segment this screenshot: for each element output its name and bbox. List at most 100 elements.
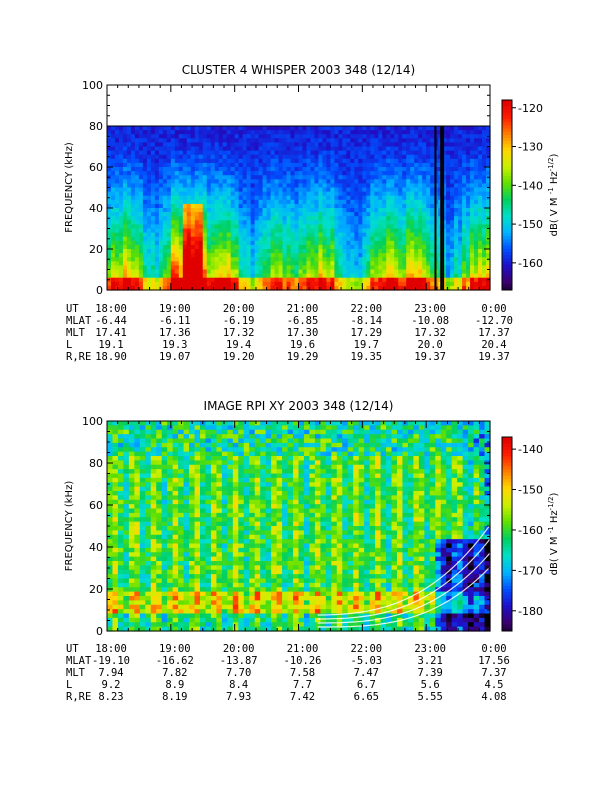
spectrogram-cell — [126, 269, 132, 275]
spectrogram-cell — [246, 253, 252, 258]
spectrogram-cell — [178, 171, 184, 176]
spectrogram-cell — [178, 281, 184, 287]
spectrogram-cell — [338, 191, 343, 197]
spectrogram-cell — [242, 199, 248, 205]
spectrogram-cell — [194, 565, 201, 571]
spectrogram-cell — [194, 162, 200, 168]
spectrogram-cell — [426, 257, 431, 262]
spectrogram-cell — [454, 261, 459, 266]
spectrogram-cell — [123, 447, 130, 453]
spectrogram-cell — [218, 257, 224, 262]
spectrogram-cell — [166, 195, 172, 201]
spectrogram-cell — [266, 216, 272, 221]
spectrogram-cell — [190, 257, 196, 262]
spectrogram-cell — [162, 285, 168, 291]
spectrogram-cell — [150, 486, 157, 492]
spectrogram-cell — [161, 530, 168, 536]
spectrogram-cell — [390, 162, 395, 168]
spectrogram-cell — [382, 277, 387, 283]
spectrogram-cell — [314, 224, 320, 230]
spectrogram-cell — [398, 220, 403, 225]
spectrogram-cell — [314, 240, 320, 246]
spectrogram-cell — [146, 273, 152, 279]
spectrogram-cell — [482, 212, 487, 217]
spectrogram-cell — [242, 138, 248, 143]
spectrogram-cell — [250, 195, 256, 201]
spectrogram-cell — [474, 285, 479, 291]
spectrogram-cell — [446, 208, 451, 213]
spectrogram-cell — [274, 154, 280, 160]
spectrogram-cell — [186, 126, 192, 131]
spectrogram-cell — [482, 150, 487, 156]
spectrogram-cell — [110, 281, 116, 287]
spectrogram-cell — [470, 273, 475, 279]
spectrogram-cell — [178, 517, 185, 523]
spectrogram-cell — [302, 273, 308, 279]
spectrogram-cell — [167, 626, 174, 632]
spectrogram-cell — [450, 175, 455, 180]
spectrogram-cell — [410, 224, 415, 230]
spectrogram-cell — [117, 626, 125, 632]
spectrogram-cell — [370, 187, 375, 193]
spectrogram-cell — [122, 175, 128, 180]
spectrogram-cell — [478, 220, 483, 225]
spectrogram-cell — [410, 187, 415, 193]
spectrogram-cell — [306, 216, 312, 221]
spectrogram-cell — [218, 187, 224, 193]
spectrogram-cell — [178, 486, 185, 492]
ephemeris-table: UT 18:00 19:00 20:00 21:00 22:00 23:00 0:00MLAT… — [66, 303, 513, 363]
spectrogram-cell — [107, 486, 114, 492]
spectrogram-cell — [142, 249, 148, 254]
spectrogram-cell — [414, 150, 419, 156]
spectrogram-cell — [161, 534, 168, 540]
spectrogram-cell — [286, 261, 292, 266]
spectrogram-cell — [107, 622, 114, 628]
spectrogram-cell — [354, 261, 359, 266]
spectrogram-cell — [178, 543, 185, 549]
spectrogram-cell — [342, 183, 347, 189]
spectrogram-cell — [214, 216, 220, 221]
spectrogram-cell — [146, 150, 152, 156]
spectrogram-cell — [250, 285, 256, 291]
spectrogram-cell — [194, 504, 201, 510]
spectrogram-cell — [222, 138, 228, 143]
spectrogram-cell — [274, 244, 280, 250]
spectrogram-cell — [294, 126, 300, 131]
spectrogram-cell — [123, 622, 130, 628]
spectrogram-cell — [117, 477, 125, 483]
spectrogram-cell — [422, 134, 427, 139]
spectrogram-cell — [162, 171, 168, 176]
spectrogram-cell — [150, 130, 156, 135]
spectrogram-cell — [161, 609, 168, 615]
spectrogram-cell — [426, 224, 431, 230]
spectrogram-cell — [214, 265, 220, 271]
spectrogram-cell — [118, 183, 124, 189]
spectrogram-cell — [410, 183, 415, 189]
spectrogram-cell — [398, 265, 403, 271]
spectrogram-cell — [254, 216, 260, 221]
spectrogram-cell — [238, 257, 244, 262]
spectrogram-cell — [130, 171, 136, 176]
spectrogram-cell — [110, 191, 116, 197]
spectrogram-cell — [278, 253, 284, 258]
spectrogram-cell — [145, 569, 152, 575]
spectrogram-cell — [458, 150, 463, 156]
spectrogram-cell — [406, 138, 411, 143]
spectrogram-cell — [202, 126, 208, 131]
spectrogram-cell — [386, 142, 391, 148]
colorbar-segment — [502, 264, 512, 269]
spectrogram-cell — [206, 203, 212, 209]
spectrogram-cell — [354, 126, 359, 131]
spectrogram-cell — [474, 261, 479, 266]
spectrogram-cell — [234, 150, 240, 156]
spectrogram-cell — [294, 187, 300, 193]
spectrogram-cell — [161, 421, 168, 426]
spectrogram-cell — [410, 191, 415, 197]
spectrogram-cell — [146, 183, 152, 189]
spectrogram-cell — [161, 464, 168, 470]
spectrogram-cell — [206, 228, 212, 234]
spectrogram-cell — [406, 212, 411, 217]
spectrogram-cell — [202, 253, 208, 258]
spectrogram-cell — [398, 216, 403, 221]
spectrogram-cell — [186, 220, 192, 225]
